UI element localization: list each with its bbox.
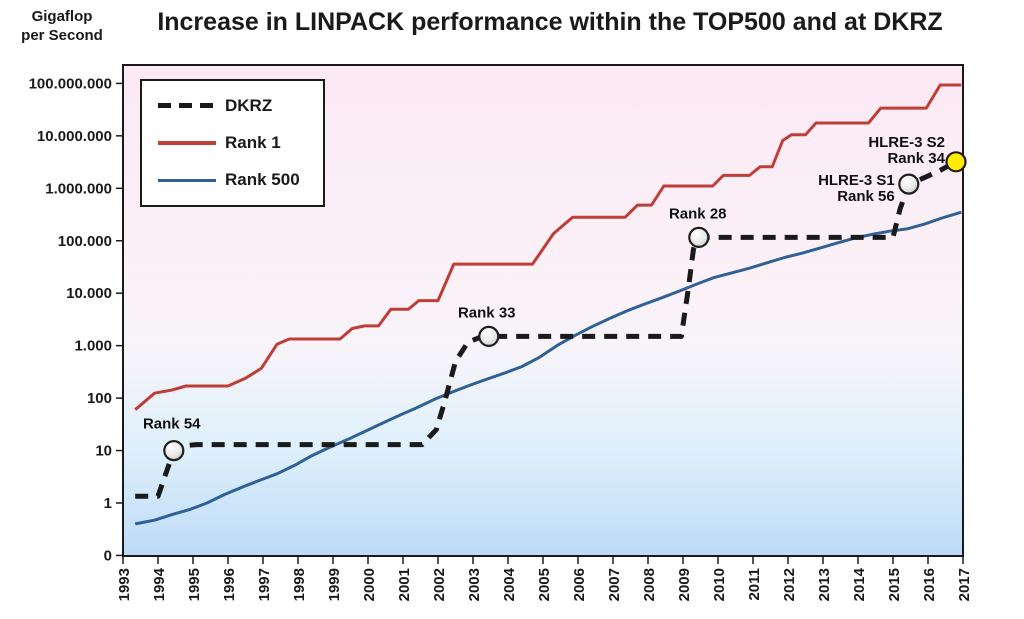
x-tick-label: 2003: [466, 568, 483, 601]
x-tick-label: 2013: [816, 568, 833, 601]
x-tick-label: 2008: [641, 568, 658, 601]
x-tick-label: 2010: [711, 568, 728, 601]
series-line-rank500: [134, 210, 962, 526]
legend-item-rank500: Rank 500: [158, 170, 323, 190]
x-tick-label: 2016: [921, 568, 938, 601]
annotation-hlre3-s2: HLRE-3 S2 Rank 34: [868, 134, 945, 167]
x-tick-label: 2012: [781, 568, 798, 601]
x-tick-label: 1998: [291, 568, 308, 601]
x-tick-label: 2000: [361, 568, 378, 601]
x-tick-label: 1999: [326, 568, 343, 601]
x-tick-label: 1993: [116, 568, 133, 601]
y-axis-title-line1: Gigaflop: [31, 8, 93, 25]
x-tick-label: 1996: [221, 568, 238, 601]
y-axis-title: Gigaflop per Second: [6, 7, 118, 45]
y-tick-label: 100.000.000: [29, 75, 112, 92]
annotation-rank54: Rank 54: [143, 416, 201, 433]
x-tick-label: 1994: [151, 567, 168, 601]
legend-item-dkrz: DKRZ: [158, 96, 323, 116]
legend: DKRZ Rank 1 Rank 500: [140, 79, 325, 207]
marker-hlre3-s1: [898, 173, 920, 195]
x-tick-label: 2014: [851, 567, 868, 601]
x-tick-label: 2002: [431, 568, 448, 601]
series-line-rank1: [134, 83, 962, 411]
annotation-rank28: Rank 28: [669, 205, 727, 222]
y-tick-label: 10.000: [66, 285, 112, 302]
marker-rank-33: [478, 325, 500, 347]
x-tick-label: 2017: [956, 568, 973, 601]
y-tick-label: 1.000.000: [45, 180, 112, 197]
chart-title: Increase in LINPACK performance within t…: [157, 8, 943, 36]
y-tick-label: 10: [95, 443, 112, 460]
x-tick-label: 1997: [256, 568, 273, 601]
annotation-rank33: Rank 33: [458, 304, 516, 321]
x-tick-label: 2006: [571, 568, 588, 601]
y-axis-title-line2: per Second: [21, 27, 103, 44]
legend-rank500-line-sample: [158, 178, 216, 183]
x-tick-label: 2004: [501, 567, 518, 601]
y-tick-label: 1.000: [74, 338, 112, 355]
legend-item-rank1: Rank 1: [158, 133, 323, 153]
x-tick-label: 2001: [396, 568, 413, 601]
y-tick-label: 10.000.000: [37, 128, 112, 145]
y-tick-label: 100: [87, 390, 112, 407]
x-tick-label: 1995: [186, 568, 203, 601]
legend-rank500-label: Rank 500: [225, 170, 300, 190]
legend-dkrz-line-sample: [158, 103, 216, 109]
plot-border: [122, 64, 964, 557]
marker-rank-54: [163, 440, 185, 462]
x-tick-label: 2009: [676, 568, 693, 601]
legend-rank1-label: Rank 1: [225, 132, 281, 152]
x-tick-label: 2011: [746, 568, 763, 601]
legend-dkrz-label: DKRZ: [225, 95, 273, 115]
x-tick-label: 2005: [536, 568, 553, 601]
annotation-hlre3-s1: HLRE-3 S1 Rank 56: [818, 172, 895, 205]
y-tick-label: 1: [104, 495, 112, 512]
legend-rank1-line-sample: [158, 141, 216, 145]
y-tick-label: 0: [104, 547, 112, 564]
x-tick-label: 2007: [606, 568, 623, 601]
x-tick-label: 2015: [886, 568, 903, 601]
y-tick-label: 100.000: [58, 233, 112, 250]
marker-hlre3-s2: [945, 151, 967, 173]
marker-rank-28: [688, 226, 710, 248]
